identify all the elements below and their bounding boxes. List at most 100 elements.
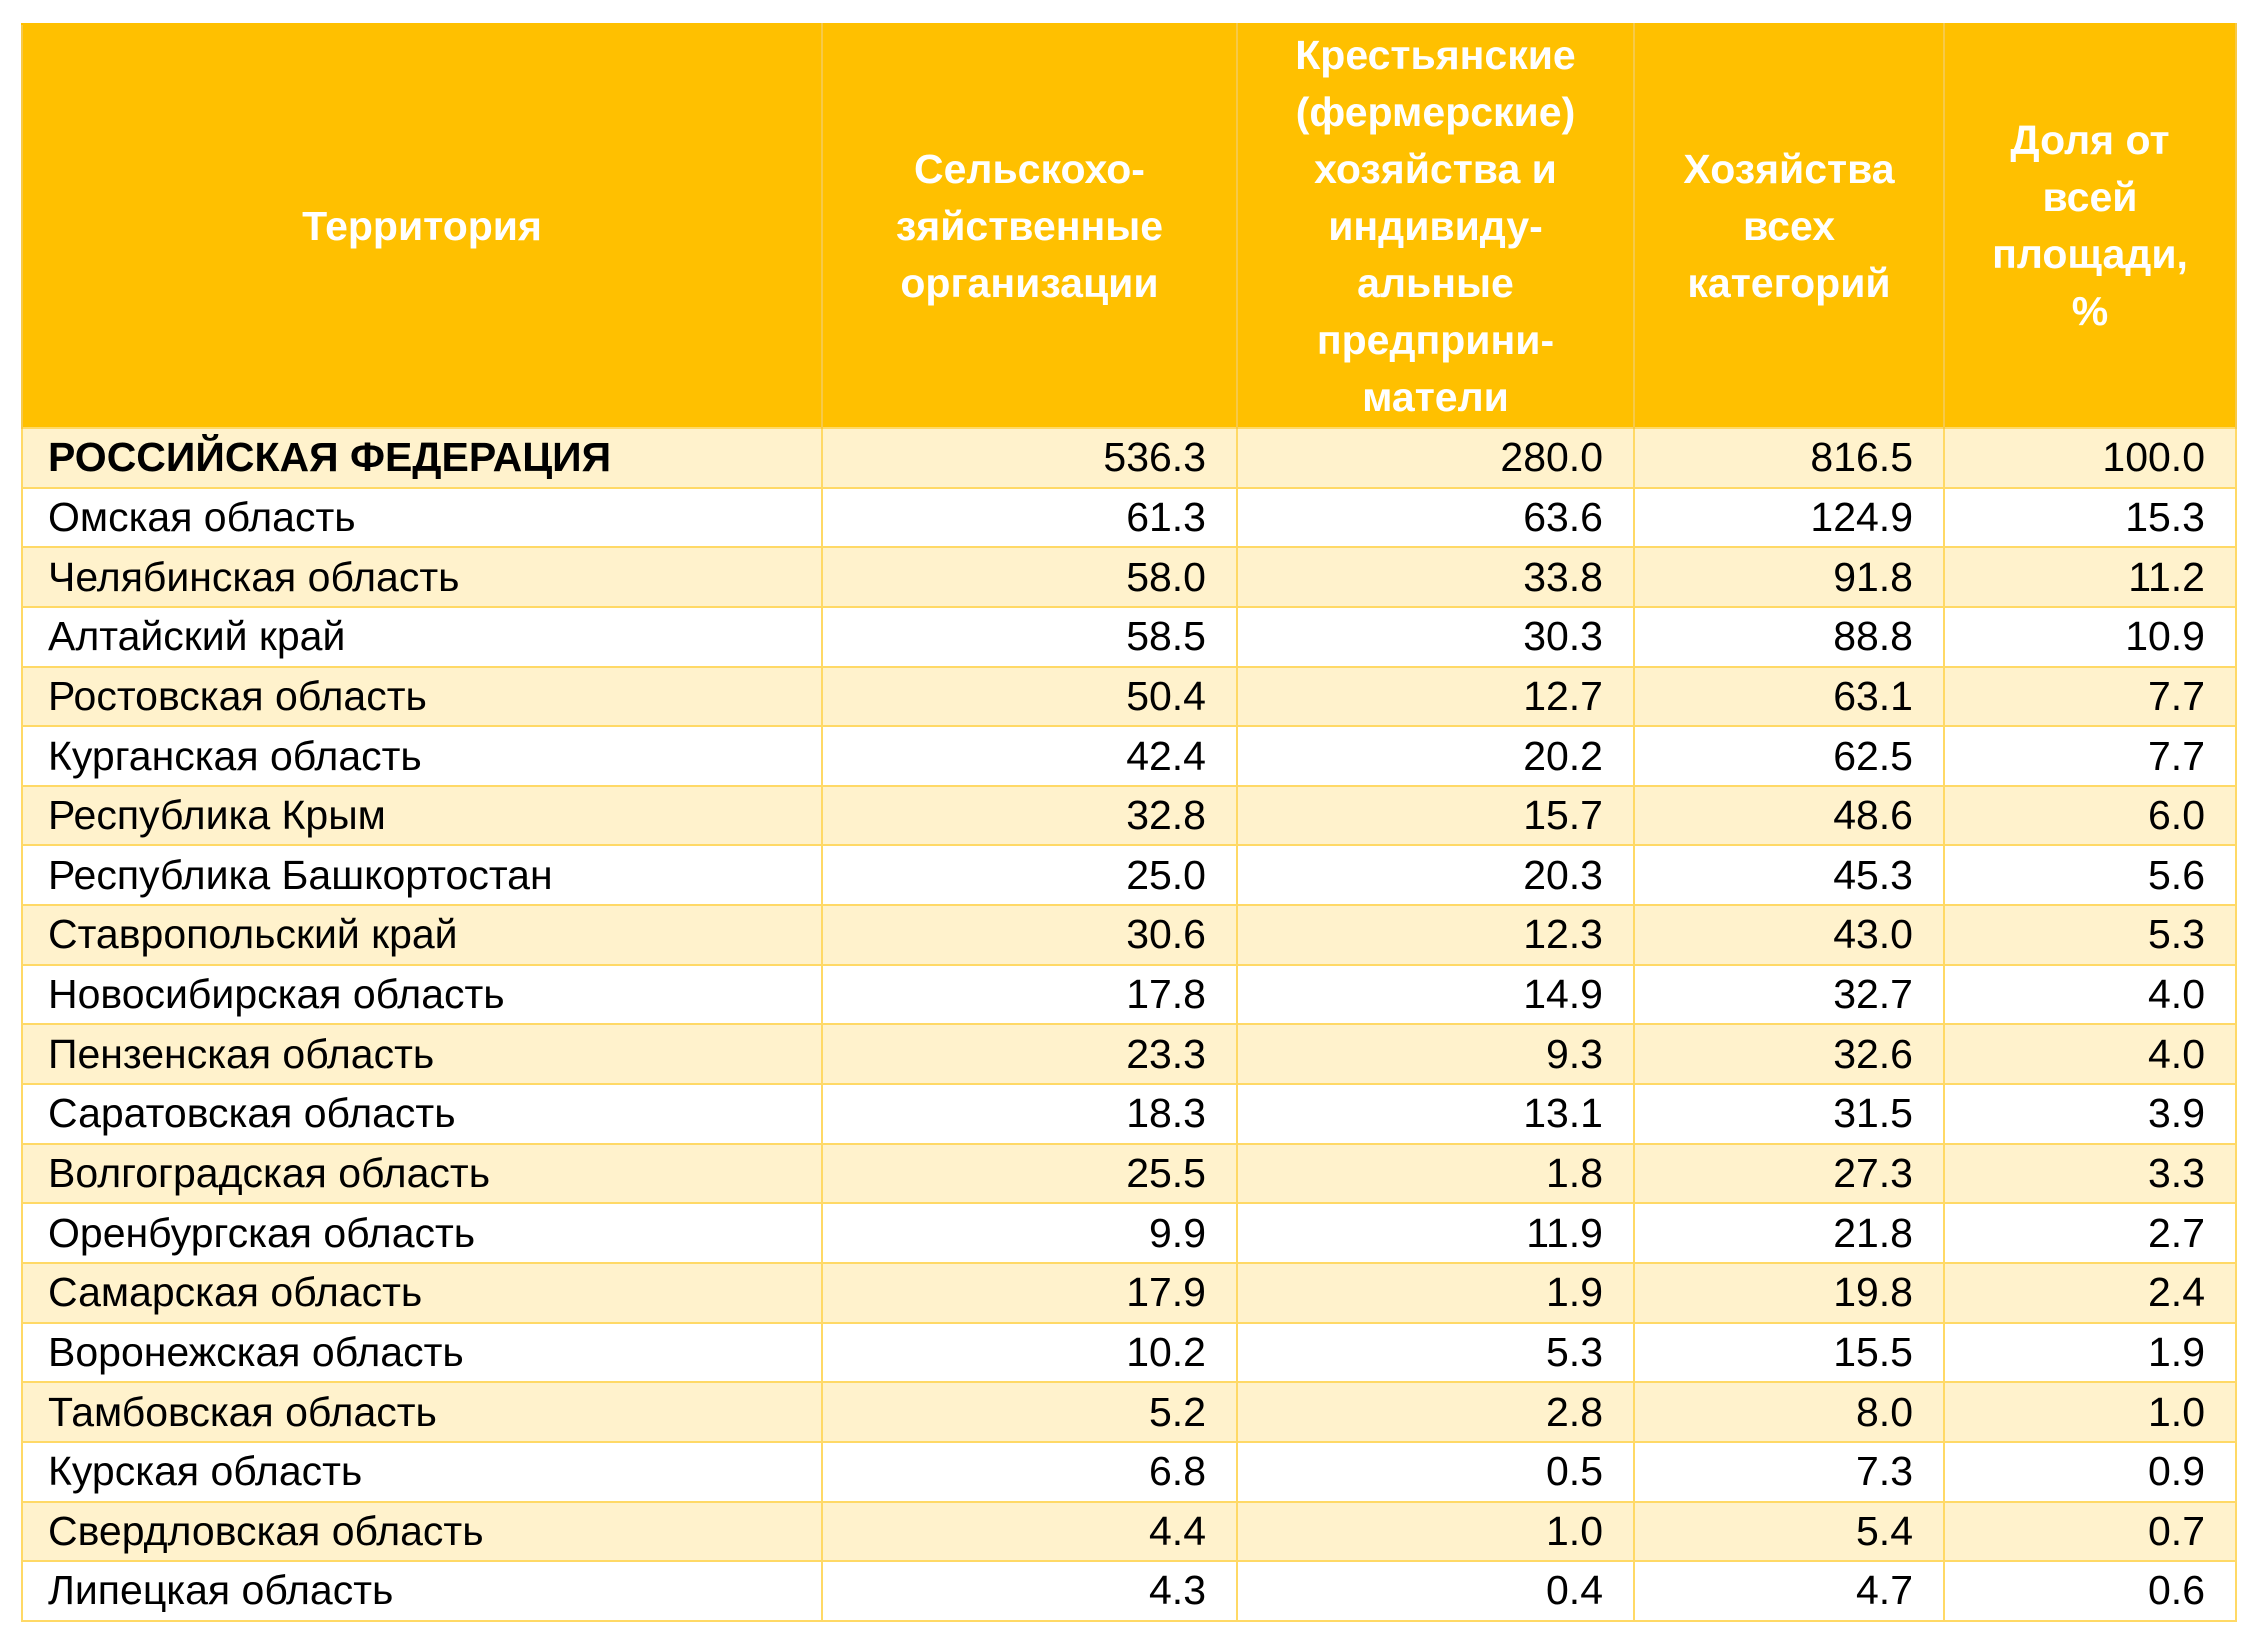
- header-line: матели: [1362, 373, 1509, 420]
- farms-ip-cell: 0.5: [1236, 1440, 1635, 1503]
- header-line: %: [2071, 288, 2109, 334]
- header-line: (фермерские): [1295, 88, 1576, 135]
- territory-cell: Пензенская область: [21, 1023, 823, 1086]
- territory-cell: Новосибирская область: [21, 963, 823, 1026]
- header-line: Территория: [302, 202, 542, 249]
- agri-orgs-cell: 25.5: [821, 1142, 1238, 1205]
- agri-orgs-cell: 42.4: [821, 725, 1238, 787]
- table-row: Самарская область 17.9 1.9 19.8 2.4: [21, 1261, 2237, 1324]
- all-categories-cell: 48.6: [1633, 784, 1945, 847]
- territory-cell: Республика Крым: [21, 784, 823, 847]
- table-body: РОССИЙСКАЯ ФЕДЕРАЦИЯ 536.3 280.0 816.5 100.0…: [21, 427, 2237, 1622]
- territory-cell: Курганская область: [21, 725, 823, 787]
- all-categories-cell: 88.8: [1633, 605, 1945, 668]
- farms-ip-cell: 1.9: [1236, 1261, 1635, 1324]
- all-categories-cell: 31.5: [1633, 1083, 1945, 1145]
- farms-ip-cell: 2.8: [1236, 1381, 1635, 1443]
- farms-ip-cell: 0.4: [1236, 1560, 1635, 1622]
- table-row: Липецкая область 4.3 0.4 4.7 0.6: [21, 1560, 2237, 1622]
- territory-cell: Саратовская область: [21, 1083, 823, 1145]
- agri-orgs-cell: 6.8: [821, 1440, 1238, 1503]
- table-row: Курская область 6.8 0.5 7.3 0.9: [21, 1440, 2237, 1503]
- territory-cell: Ставропольский край: [21, 904, 823, 966]
- table-row: Волгоградская область 25.5 1.8 27.3 3.3: [21, 1142, 2237, 1205]
- territory-cell: Свердловская область: [21, 1500, 823, 1563]
- share-pct-cell: 2.4: [1943, 1261, 2237, 1324]
- agri-orgs-cell: 4.4: [821, 1500, 1238, 1563]
- all-categories-cell: 43.0: [1633, 904, 1945, 966]
- territory-cell: Алтайский край: [21, 605, 823, 668]
- share-pct-cell: 15.3: [1943, 486, 2237, 549]
- table-row: Свердловская область 4.4 1.0 5.4 0.7: [21, 1500, 2237, 1563]
- table-row-total: РОССИЙСКАЯ ФЕДЕРАЦИЯ 536.3 280.0 816.5 100.0: [21, 427, 2237, 489]
- header-agri-orgs: Сельскохо- зяйственные организации: [821, 23, 1238, 428]
- table-row: Республика Башкортостан 25.0 20.3 45.3 5.6: [21, 844, 2237, 907]
- farms-ip-cell: 280.0: [1236, 427, 1635, 489]
- farms-ip-cell: 5.3: [1236, 1321, 1635, 1384]
- territory-cell: Республика Башкортостан: [21, 844, 823, 907]
- agri-orgs-cell: 23.3: [821, 1023, 1238, 1086]
- header-line: альные: [1357, 259, 1514, 306]
- header-line: Хозяйства: [1683, 145, 1895, 192]
- territory-cell: Челябинская область: [21, 546, 823, 608]
- header-line: Крестьянские: [1295, 31, 1576, 78]
- all-categories-cell: 63.1: [1633, 665, 1945, 728]
- farms-ip-cell: 12.3: [1236, 904, 1635, 966]
- table-row: Ростовская область 50.4 12.7 63.1 7.7: [21, 665, 2237, 728]
- header-farms-ip: Крестьянские (фермерские) хозяйства и ин…: [1236, 23, 1635, 428]
- agri-orgs-cell: 32.8: [821, 784, 1238, 847]
- share-pct-cell: 5.3: [1943, 904, 2237, 966]
- share-pct-cell: 1.9: [1943, 1321, 2237, 1384]
- agri-orgs-cell: 61.3: [821, 486, 1238, 549]
- agri-orgs-cell: 9.9: [821, 1202, 1238, 1264]
- all-categories-cell: 91.8: [1633, 546, 1945, 608]
- territory-cell: Воронежская область: [21, 1321, 823, 1384]
- header-line: предприни-: [1316, 316, 1555, 363]
- all-categories-cell: 4.7: [1633, 1560, 1945, 1622]
- share-pct-cell: 7.7: [1943, 665, 2237, 728]
- all-categories-cell: 19.8: [1633, 1261, 1945, 1324]
- farms-ip-cell: 30.3: [1236, 605, 1635, 668]
- header-line: категорий: [1687, 259, 1891, 306]
- all-categories-cell: 45.3: [1633, 844, 1945, 907]
- share-pct-cell: 0.6: [1943, 1560, 2237, 1622]
- farms-ip-cell: 20.2: [1236, 725, 1635, 787]
- all-categories-cell: 7.3: [1633, 1440, 1945, 1503]
- data-table: Территория Сельскохо- зяйственные органи…: [21, 23, 2237, 1622]
- header-line: хозяйства и: [1314, 145, 1557, 192]
- all-categories-cell: 816.5: [1633, 427, 1945, 489]
- farms-ip-cell: 12.7: [1236, 665, 1635, 728]
- farms-ip-cell: 11.9: [1236, 1202, 1635, 1264]
- agri-orgs-cell: 58.0: [821, 546, 1238, 608]
- farms-ip-cell: 15.7: [1236, 784, 1635, 847]
- share-pct-cell: 7.7: [1943, 725, 2237, 787]
- all-categories-cell: 27.3: [1633, 1142, 1945, 1205]
- agri-orgs-cell: 17.9: [821, 1261, 1238, 1324]
- table-row: Саратовская область 18.3 13.1 31.5 3.9: [21, 1083, 2237, 1145]
- table-row: Ставропольский край 30.6 12.3 43.0 5.3: [21, 904, 2237, 966]
- share-pct-cell: 1.0: [1943, 1381, 2237, 1443]
- header-line: площади,: [1992, 231, 2188, 277]
- farms-ip-cell: 1.0: [1236, 1500, 1635, 1563]
- agri-orgs-cell: 5.2: [821, 1381, 1238, 1443]
- territory-cell: Липецкая область: [21, 1560, 823, 1622]
- all-categories-cell: 8.0: [1633, 1381, 1945, 1443]
- table-row: Пензенская область 23.3 9.3 32.6 4.0: [21, 1023, 2237, 1086]
- agri-orgs-cell: 17.8: [821, 963, 1238, 1026]
- farms-ip-cell: 9.3: [1236, 1023, 1635, 1086]
- share-pct-cell: 6.0: [1943, 784, 2237, 847]
- header-line: Сельскохо-: [914, 145, 1145, 192]
- header-territory: Территория: [21, 23, 823, 428]
- territory-cell: РОССИЙСКАЯ ФЕДЕРАЦИЯ: [21, 427, 823, 489]
- all-categories-cell: 21.8: [1633, 1202, 1945, 1264]
- territory-cell: Ростовская область: [21, 665, 823, 728]
- table-row: Воронежская область 10.2 5.3 15.5 1.9: [21, 1321, 2237, 1384]
- share-pct-cell: 0.9: [1943, 1440, 2237, 1503]
- header-line: индивиду-: [1328, 202, 1543, 249]
- header-line: Доля от: [2010, 117, 2170, 163]
- farms-ip-cell: 13.1: [1236, 1083, 1635, 1145]
- share-pct-cell: 3.9: [1943, 1083, 2237, 1145]
- table-row: Челябинская область 58.0 33.8 91.8 11.2: [21, 546, 2237, 608]
- territory-cell: Тамбовская область: [21, 1381, 823, 1443]
- agri-orgs-cell: 18.3: [821, 1083, 1238, 1145]
